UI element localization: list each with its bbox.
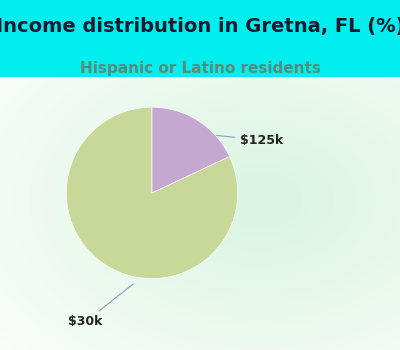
- Text: Income distribution in Gretna, FL (%): Income distribution in Gretna, FL (%): [0, 18, 400, 36]
- Wedge shape: [152, 107, 230, 193]
- Text: $30k: $30k: [68, 284, 134, 329]
- Wedge shape: [66, 107, 238, 279]
- Text: Hispanic or Latino residents: Hispanic or Latino residents: [80, 61, 320, 76]
- Text: $125k: $125k: [115, 125, 283, 147]
